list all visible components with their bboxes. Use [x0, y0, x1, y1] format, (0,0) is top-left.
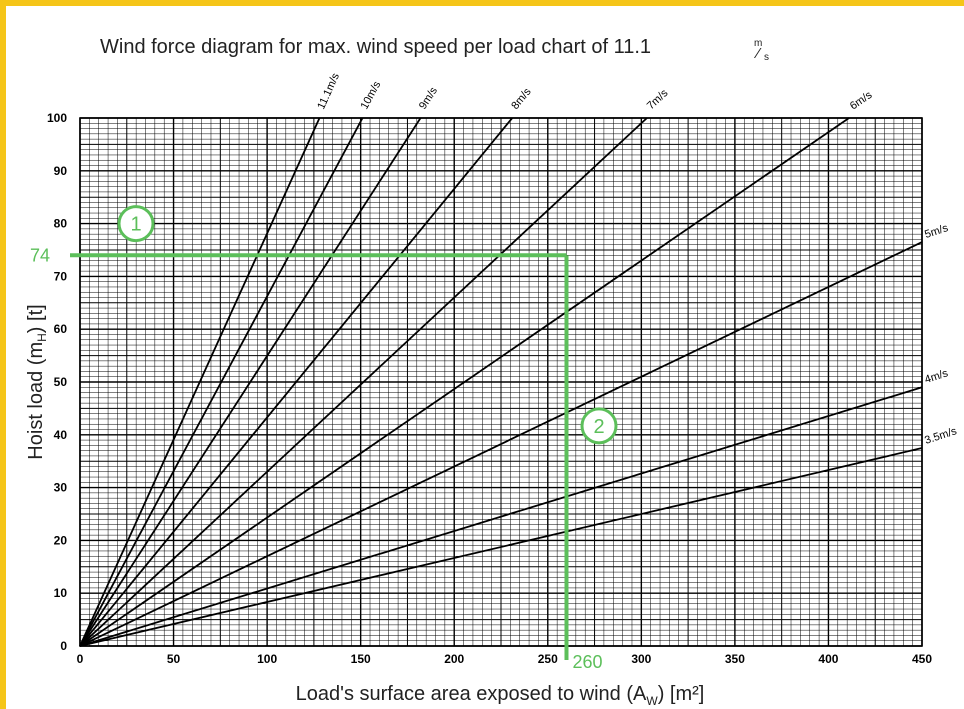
plot-border [79, 117, 923, 647]
series-label: 5m/s [923, 222, 950, 241]
y-axis-title: Hoist load (mH) [t] [25, 304, 49, 459]
y-value-label: 74 [30, 245, 50, 265]
x-tick-label: 250 [538, 652, 558, 666]
x-tick-label: 350 [725, 652, 745, 666]
x-tick-label: 450 [912, 652, 932, 666]
callout-2-circle [580, 407, 618, 445]
series-line [79, 447, 923, 647]
y-tick-label: 50 [54, 375, 68, 389]
callout-1-number: 1 [130, 214, 141, 236]
series-line [79, 117, 513, 647]
y-tick-label: 10 [54, 586, 68, 600]
x-tick-label: 150 [351, 652, 371, 666]
series-line [79, 117, 422, 647]
x-tick-label: 50 [167, 652, 181, 666]
series-line [79, 117, 364, 647]
y-tick-label: 80 [54, 217, 68, 231]
x-value-label: 260 [572, 652, 602, 672]
y-tick-label: 40 [54, 428, 68, 442]
series-lines [79, 117, 923, 647]
series-line [79, 117, 850, 647]
callout-2-number: 2 [593, 416, 604, 438]
y-tick-label: 20 [54, 533, 68, 547]
x-tick-label: 400 [818, 652, 838, 666]
chart-title: Wind force diagram for max. wind speed p… [100, 36, 651, 58]
tick-labels: 0 50 100 150 200 250 300 350 400 450 0 10 20 30 40 50 60… [47, 111, 932, 666]
series-line [79, 241, 923, 647]
series-label: 10m/s [359, 79, 384, 112]
title-unit-bottom: s [764, 52, 769, 63]
series-label: 4m/s [923, 367, 950, 386]
series-line [79, 117, 648, 647]
y-tick-label: 70 [54, 269, 68, 283]
x-tick-label: 100 [257, 652, 277, 666]
series-label: 8m/s [509, 85, 534, 111]
y-tick-label: 30 [54, 481, 68, 495]
series-label: 7m/s [645, 87, 671, 112]
y-tick-label: 100 [47, 111, 67, 125]
y-tick-label: 0 [60, 639, 67, 653]
x-tick-label: 0 [77, 652, 84, 666]
grid [79, 117, 923, 647]
series-label: 11.1m/s [315, 71, 342, 111]
series-line [79, 386, 923, 647]
callout-1-circle [117, 205, 155, 243]
title-unit-slash: ⁄ [753, 45, 762, 62]
annotation: 74 260 1 2 [30, 205, 618, 672]
title-unit-top: m [754, 38, 762, 49]
x-tick-label: 300 [631, 652, 651, 666]
series-label: 9m/s [417, 85, 440, 112]
x-axis-title: Load's surface area exposed to wind (AW)… [296, 683, 705, 708]
series-label: 6m/s [848, 89, 875, 113]
x-tick-label: 200 [444, 652, 464, 666]
series-label: 3.5m/s [923, 425, 959, 447]
y-tick-label: 90 [54, 164, 68, 178]
y-tick-label: 60 [54, 322, 68, 336]
series-line [79, 117, 321, 647]
